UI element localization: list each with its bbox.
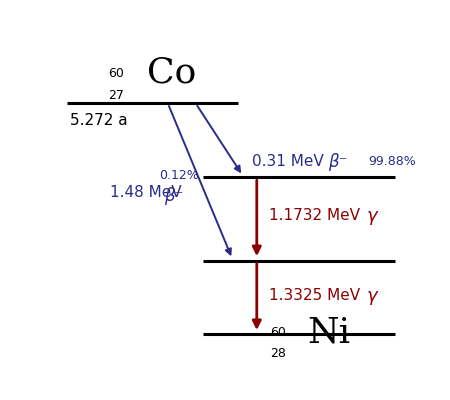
Text: γ: γ [367, 287, 377, 305]
Text: 5.272 a: 5.272 a [70, 113, 128, 128]
Text: Co: Co [147, 56, 196, 90]
Text: 0.31 MeV: 0.31 MeV [252, 154, 323, 170]
Text: 1.48 MeV: 1.48 MeV [110, 185, 182, 200]
Text: 1.1732 MeV: 1.1732 MeV [269, 208, 360, 223]
Text: γ: γ [367, 207, 377, 225]
Text: 28: 28 [270, 347, 286, 360]
Text: Ni: Ni [307, 316, 351, 350]
Text: 60: 60 [108, 67, 124, 80]
Text: 60: 60 [270, 326, 286, 339]
Text: β⁻: β⁻ [164, 187, 184, 205]
Text: 27: 27 [108, 89, 124, 102]
Text: 99.88%: 99.88% [369, 156, 416, 168]
Text: 1.3325 MeV: 1.3325 MeV [269, 288, 360, 304]
Text: 0.12%: 0.12% [159, 169, 199, 182]
Text: β⁻: β⁻ [328, 153, 348, 171]
